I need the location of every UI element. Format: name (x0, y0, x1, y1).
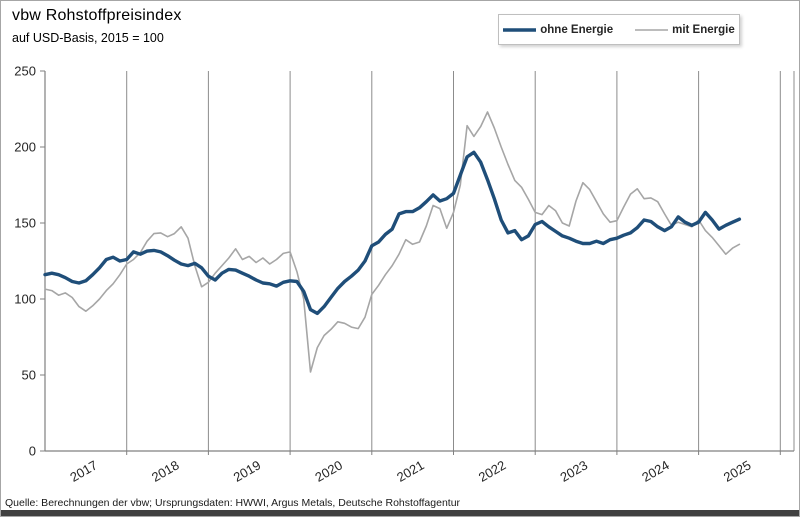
x-year-label: 2020 (312, 457, 345, 484)
x-year-label: 2018 (149, 457, 182, 484)
y-tick-label: 100 (14, 292, 36, 307)
y-tick-label: 50 (22, 368, 36, 383)
bottom-accent-bar (1, 510, 799, 516)
x-year-label: 2025 (721, 457, 754, 484)
x-year-label: 2022 (476, 457, 509, 484)
chart-title: vbw Rohstoffpreisindex (12, 7, 182, 24)
y-tick-label: 250 (14, 64, 36, 79)
series-line-mit-energie (44, 111, 741, 373)
chart-legend: ohne Energie mit Energie (498, 14, 740, 45)
legend-item-ohne-energie: ohne Energie (503, 24, 613, 36)
series-line-ohne-energie (43, 150, 742, 316)
legend-label-mit-energie: mit Energie (672, 23, 735, 36)
legend-item-mit-energie: mit Energie (635, 24, 735, 36)
y-tick-label: 0 (29, 444, 36, 459)
legend-line-sample-blue (503, 27, 537, 32)
x-year-label: 2023 (558, 457, 591, 484)
x-year-label: 2024 (639, 457, 672, 484)
y-tick-label: 200 (14, 140, 36, 155)
source-note: Quelle: Berechnungen der vbw; Ursprungsd… (5, 497, 461, 509)
x-year-label: 2019 (231, 457, 264, 484)
legend-line-sample-gray (635, 28, 669, 31)
legend-label-ohne-energie: ohne Energie (540, 23, 614, 36)
y-tick-label: 150 (14, 216, 36, 231)
x-year-label: 2021 (394, 457, 427, 484)
x-year-label: 2017 (67, 457, 100, 484)
chart-subtitle: auf USD-Basis, 2015 = 100 (12, 31, 164, 45)
